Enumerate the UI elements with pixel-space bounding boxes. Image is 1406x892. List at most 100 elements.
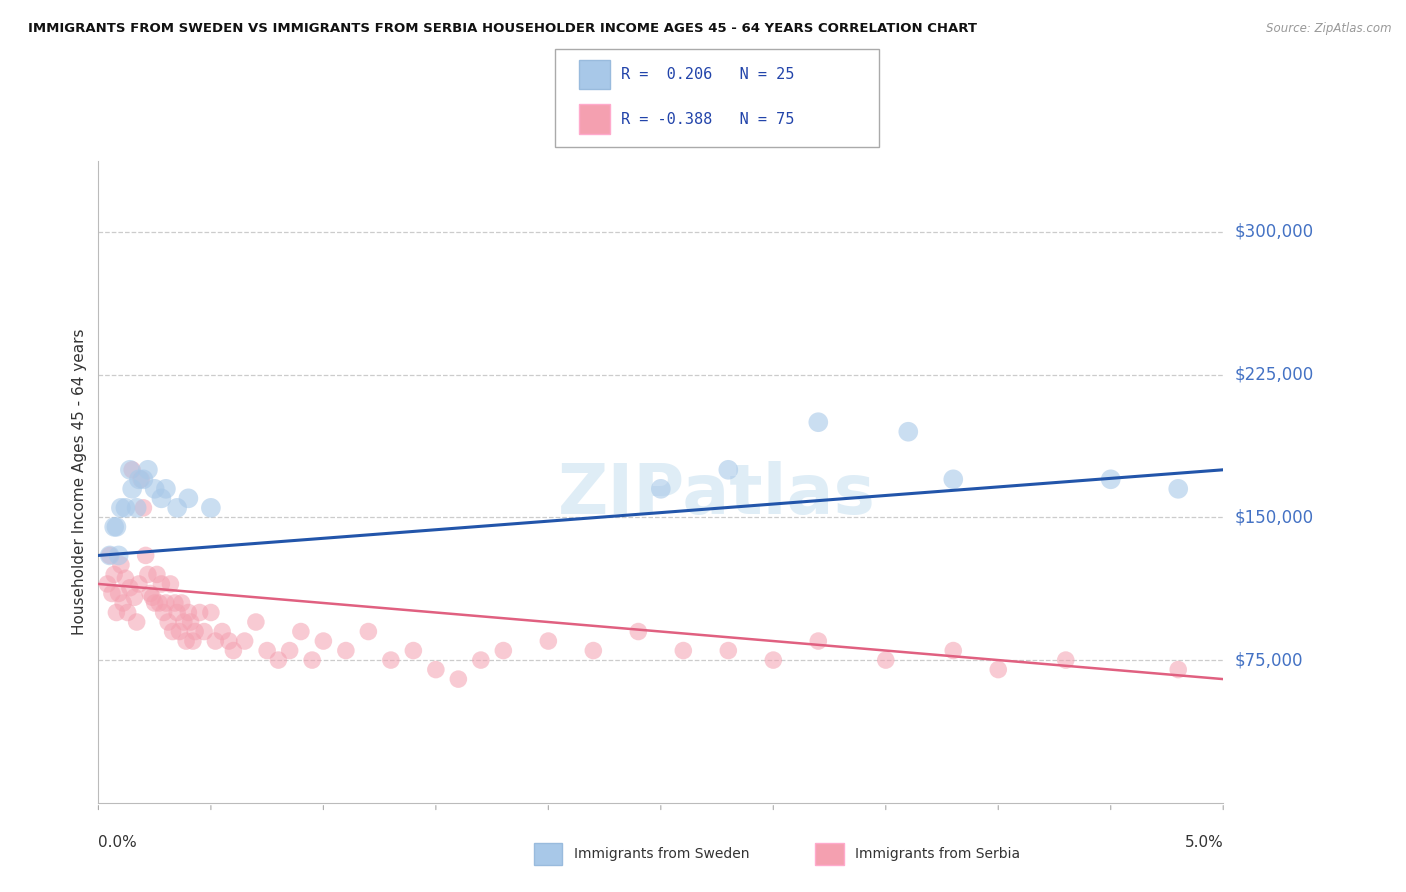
Point (582, 643, 605, 657)
Point (717, 643, 740, 657)
Point (650, 482, 672, 496)
Point (987, 663, 1010, 677)
Point (218, 634, 240, 648)
Point (470, 653, 492, 667)
Point (204, 634, 226, 648)
Point (169, 624, 191, 639)
Point (103, 520, 125, 534)
Point (301, 653, 323, 667)
Point (267, 653, 290, 667)
Point (114, 500, 136, 515)
Point (180, 615, 202, 629)
Point (942, 472, 965, 486)
Point (942, 643, 965, 657)
Point (163, 596, 186, 610)
Point (143, 482, 166, 496)
Point (672, 643, 695, 657)
Point (146, 567, 169, 582)
Point (233, 634, 256, 648)
Point (136, 463, 159, 477)
Point (380, 653, 402, 667)
Point (162, 624, 184, 639)
Point (1099, 472, 1122, 486)
Point (139, 586, 162, 600)
Point (200, 500, 222, 515)
Point (155, 596, 177, 610)
Text: $225,000: $225,000 (1234, 366, 1313, 384)
Point (447, 672, 470, 686)
Point (105, 606, 128, 620)
Point (135, 549, 157, 563)
Point (492, 643, 515, 657)
Point (98, 549, 121, 563)
Point (114, 571, 136, 585)
Point (103, 567, 125, 582)
Point (112, 596, 135, 610)
Text: $150,000: $150,000 (1234, 508, 1313, 526)
Point (188, 606, 211, 620)
Point (150, 491, 173, 506)
Text: Source: ZipAtlas.com: Source: ZipAtlas.com (1267, 22, 1392, 36)
Point (807, 415, 830, 429)
Point (256, 643, 278, 657)
Point (121, 463, 143, 477)
Point (143, 596, 166, 610)
Point (537, 634, 560, 648)
Point (200, 606, 222, 620)
Point (762, 653, 785, 667)
Text: 0.0%: 0.0% (98, 835, 138, 850)
Point (181, 634, 204, 648)
Point (107, 586, 129, 600)
Point (211, 624, 233, 639)
Point (290, 624, 312, 639)
Point (136, 567, 159, 582)
Point (118, 581, 141, 595)
Point (132, 472, 155, 486)
Point (425, 663, 447, 677)
Point (1167, 482, 1189, 496)
Text: Immigrants from Serbia: Immigrants from Serbia (855, 847, 1019, 861)
Point (173, 615, 195, 629)
Point (125, 615, 148, 629)
Text: 5.0%: 5.0% (1184, 835, 1223, 850)
Point (107, 549, 129, 563)
Point (717, 463, 740, 477)
Point (128, 577, 150, 591)
Point (110, 558, 132, 572)
Point (875, 653, 897, 667)
Point (897, 425, 920, 439)
Text: R =  0.206   N = 25: R = 0.206 N = 25 (621, 67, 794, 82)
Text: Immigrants from Sweden: Immigrants from Sweden (574, 847, 749, 861)
Point (159, 577, 181, 591)
Point (1167, 663, 1189, 677)
Point (193, 624, 215, 639)
Point (402, 643, 425, 657)
Point (129, 472, 152, 486)
Point (152, 606, 174, 620)
Point (166, 500, 188, 515)
Point (101, 586, 124, 600)
Point (174, 634, 197, 648)
Text: IMMIGRANTS FROM SWEDEN VS IMMIGRANTS FROM SERBIA HOUSEHOLDER INCOME AGES 45 - 64: IMMIGRANTS FROM SWEDEN VS IMMIGRANTS FRO… (28, 22, 977, 36)
Point (627, 624, 650, 639)
Point (312, 634, 335, 648)
Point (184, 624, 207, 639)
Point (150, 577, 173, 591)
Text: R = -0.388   N = 75: R = -0.388 N = 75 (621, 112, 794, 127)
Point (166, 606, 188, 620)
Point (357, 624, 380, 639)
Point (222, 643, 245, 657)
Point (245, 615, 267, 629)
Point (148, 596, 170, 610)
Text: $300,000: $300,000 (1234, 223, 1313, 241)
Point (177, 491, 200, 506)
Point (155, 482, 177, 496)
Point (124, 591, 146, 605)
Point (117, 606, 139, 620)
Point (128, 472, 150, 486)
Point (110, 500, 132, 515)
Y-axis label: Householder Income Ages 45 - 64 years: Householder Income Ages 45 - 64 years (72, 328, 87, 635)
Text: ZIPatlas: ZIPatlas (558, 461, 876, 528)
Point (125, 500, 148, 515)
Point (170, 596, 193, 610)
